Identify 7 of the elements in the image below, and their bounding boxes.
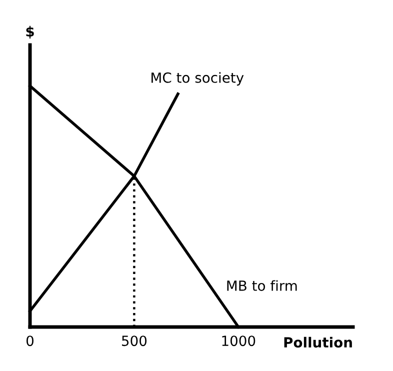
y-axis-title: $ [26, 26, 34, 39]
series-label: MC to society [152, 72, 244, 86]
x-tick-label: 1000 [222, 336, 256, 346]
x-axis-title: Pollution [284, 336, 352, 348]
series-label: MB to firm [227, 280, 297, 291]
x-tick-label: 500 [122, 336, 147, 346]
x-tick-label: 0 [26, 336, 34, 346]
